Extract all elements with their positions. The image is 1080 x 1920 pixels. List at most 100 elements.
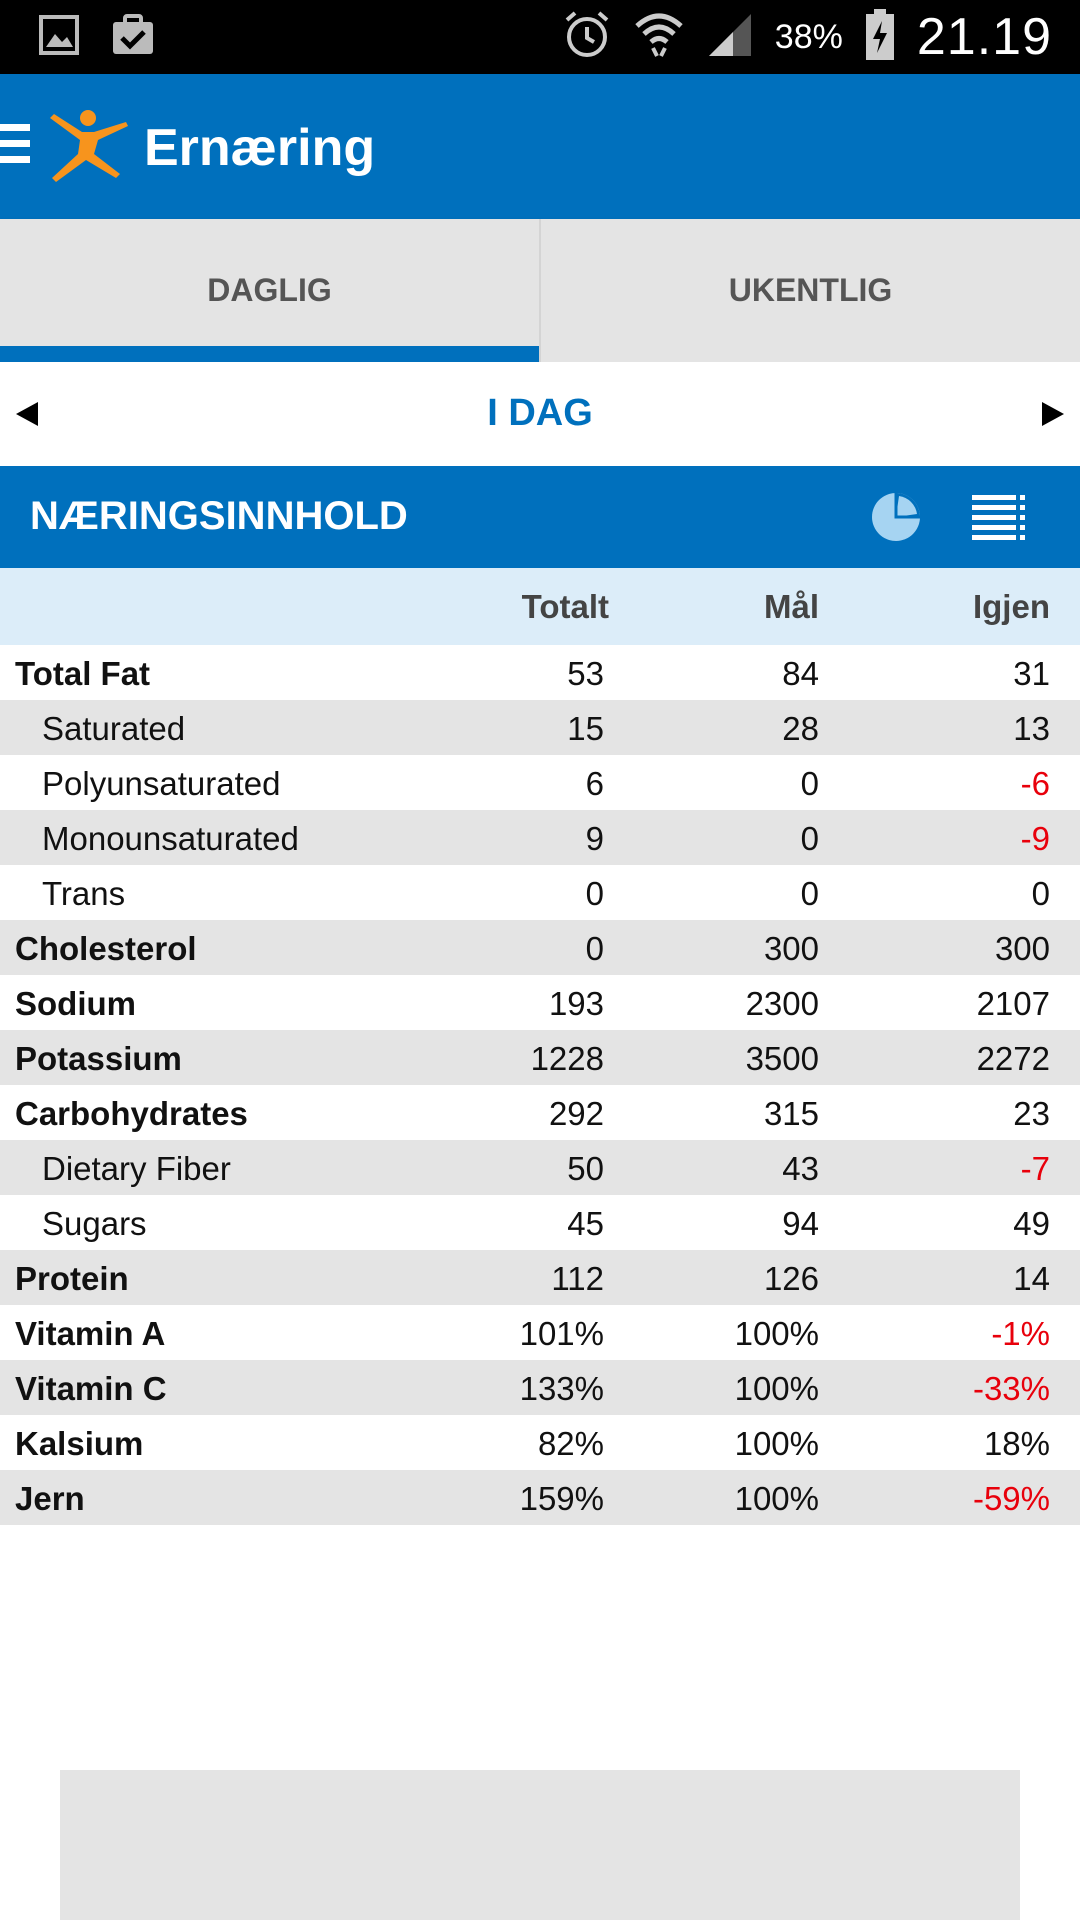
- clipboard-check-icon: [110, 14, 156, 63]
- nutrient-goal: 300: [763, 930, 819, 967]
- left-arrow-icon[interactable]: [16, 402, 38, 426]
- nutrient-goal: 3500: [745, 1040, 819, 1077]
- table-row: Polyunsaturated 6 0 -6: [0, 755, 1080, 810]
- right-arrow-icon[interactable]: [1042, 402, 1064, 426]
- nutrient-goal: 94: [782, 1205, 819, 1242]
- pie-chart-icon[interactable]: [870, 491, 922, 548]
- table-row: Potassium 1228 3500 2272: [0, 1030, 1080, 1085]
- nutrient-remaining: -6: [1020, 765, 1050, 802]
- table-row: Total Fat 53 84 31: [0, 645, 1080, 700]
- nutrient-name: Saturated: [42, 710, 186, 747]
- nutrient-goal: 84: [782, 655, 819, 692]
- table-row: Carbohydrates 292 315 23: [0, 1085, 1080, 1140]
- runner-logo-icon[interactable]: [36, 108, 136, 189]
- nutrient-remaining: 18%: [983, 1425, 1050, 1462]
- nutrient-name: Protein: [15, 1260, 129, 1297]
- nutrient-goal: 100%: [734, 1315, 819, 1352]
- nutrient-remaining: 2272: [976, 1040, 1050, 1077]
- nutrient-remaining: -59%: [972, 1480, 1050, 1517]
- nutrient-goal: 2300: [745, 985, 819, 1022]
- tab-daily[interactable]: DAGLIG: [0, 219, 539, 362]
- signal-icon: [707, 12, 753, 63]
- list-icon[interactable]: [970, 491, 1026, 548]
- table-row: Vitamin C 133% 100% -33%: [0, 1360, 1080, 1415]
- nutrient-name: Polyunsaturated: [42, 765, 281, 802]
- clock: 21.19: [916, 8, 1052, 66]
- date-label[interactable]: I DAG: [487, 392, 593, 434]
- nutrient-goal: 315: [763, 1095, 819, 1132]
- nutrient-remaining: 14: [1013, 1260, 1050, 1297]
- nutrient-goal: 0: [800, 875, 819, 912]
- table-row: Saturated 15 28 13: [0, 700, 1080, 755]
- nutrient-goal: 100%: [734, 1425, 819, 1462]
- ad-placeholder[interactable]: [60, 1770, 1020, 1920]
- nutrient-remaining: 49: [1013, 1205, 1050, 1242]
- nutrient-remaining: 300: [994, 930, 1050, 967]
- nutrient-goal: 126: [763, 1260, 819, 1297]
- nutrient-name: Vitamin C: [15, 1370, 167, 1407]
- nutrient-total: 9: [585, 820, 604, 857]
- nutrient-name: Kalsium: [15, 1425, 144, 1462]
- section-header: NÆRINGSINNHOLD: [0, 466, 1080, 568]
- nutrient-total: 159%: [519, 1480, 604, 1517]
- nutrient-goal: 28: [782, 710, 819, 747]
- nutrient-name: Trans: [42, 875, 126, 912]
- nutrient-name: Dietary Fiber: [42, 1150, 231, 1187]
- nutrient-goal: 0: [800, 765, 819, 802]
- nutrient-remaining: 31: [1013, 655, 1050, 692]
- battery-charging-icon: [865, 8, 895, 66]
- nutrient-total: 133%: [519, 1370, 604, 1407]
- nutrient-goal: 100%: [734, 1370, 819, 1407]
- nutrient-name: Cholesterol: [15, 930, 197, 967]
- nutrient-name: Sugars: [42, 1205, 147, 1242]
- nutrient-total: 6: [585, 765, 604, 802]
- column-header-remaining: Igjen: [972, 588, 1050, 625]
- nutrient-total: 53: [567, 655, 604, 692]
- nutrient-name: Vitamin A: [15, 1315, 166, 1352]
- table-row: Jern 159% 100% -59%: [0, 1470, 1080, 1525]
- nutrient-remaining: 2107: [976, 985, 1050, 1022]
- nutrient-remaining: -9: [1020, 820, 1050, 857]
- nutrient-name: Jern: [15, 1480, 85, 1517]
- status-bar: 38% 21.19: [0, 0, 1080, 74]
- nutrient-total: 82%: [537, 1425, 604, 1462]
- wifi-icon: [633, 10, 685, 65]
- gallery-icon: [38, 14, 80, 63]
- nutrient-name: Monounsaturated: [42, 820, 299, 857]
- hamburger-menu-icon[interactable]: [0, 124, 30, 168]
- nutrient-remaining: 13: [1013, 710, 1050, 747]
- table-row: Protein 112 126 14: [0, 1250, 1080, 1305]
- nutrient-total: 0: [585, 930, 604, 967]
- column-header-total: Totalt: [521, 588, 609, 625]
- battery-percent: 38%: [774, 17, 843, 56]
- table-row: Vitamin A 101% 100% -1%: [0, 1305, 1080, 1360]
- table-row: Kalsium 82% 100% 18%: [0, 1415, 1080, 1470]
- table-header: Totalt Mål Igjen: [0, 568, 1080, 645]
- nutrient-total: 101%: [519, 1315, 604, 1352]
- tab-bar: DAGLIG UKENTLIG: [0, 219, 1080, 362]
- nutrient-total: 1228: [530, 1040, 604, 1077]
- table-row: Sugars 45 94 49: [0, 1195, 1080, 1250]
- table-row: Sodium 193 2300 2107: [0, 975, 1080, 1030]
- nutrient-total: 292: [548, 1095, 604, 1132]
- nutrition-table: Totalt Mål Igjen Total Fat 53 84 31 Saturate…: [0, 568, 1080, 1525]
- nutrient-total: 50: [567, 1150, 604, 1187]
- nutrient-total: 193: [548, 985, 604, 1022]
- nutrient-remaining: 23: [1013, 1095, 1050, 1132]
- nutrient-name: Potassium: [15, 1040, 182, 1077]
- table-row: Cholesterol 0 300 300: [0, 920, 1080, 975]
- nutrient-name: Sodium: [15, 985, 136, 1022]
- tab-weekly[interactable]: UKENTLIG: [539, 219, 1080, 362]
- table-body: Total Fat 53 84 31 Saturated 15 28 13 Polyunsatu…: [0, 645, 1080, 1525]
- nutrient-total: 0: [585, 875, 604, 912]
- table-row: Dietary Fiber 50 43 -7: [0, 1140, 1080, 1195]
- nutrient-total: 45: [567, 1205, 604, 1242]
- column-header-goal: Mål: [763, 588, 819, 625]
- nutrient-goal: 43: [782, 1150, 819, 1187]
- nutrient-name: Total Fat: [15, 655, 151, 692]
- nutrient-name: Carbohydrates: [15, 1095, 248, 1132]
- nutrient-remaining: -7: [1020, 1150, 1050, 1187]
- table-row: Trans 0 0 0: [0, 865, 1080, 920]
- nutrient-total: 15: [567, 710, 604, 747]
- nutrient-remaining: -1%: [991, 1315, 1050, 1352]
